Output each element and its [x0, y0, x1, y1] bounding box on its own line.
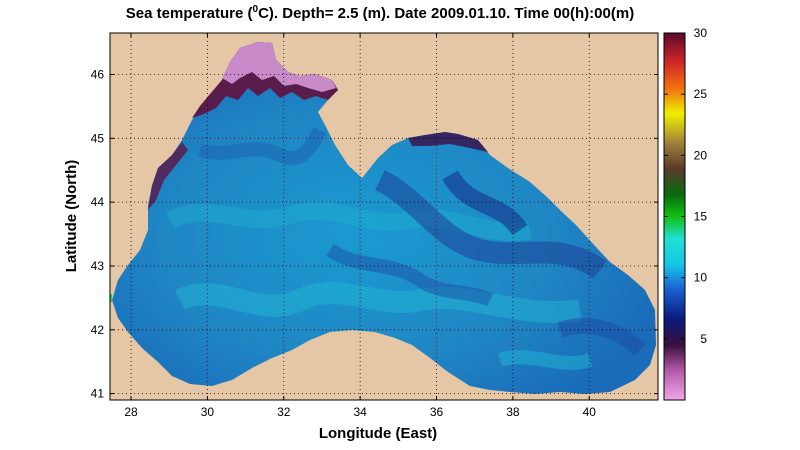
plot-frame [109, 32, 659, 401]
colorbar-tick-label: 30 [694, 26, 708, 40]
x-tick-label: 32 [277, 405, 291, 419]
colorbar-ticks: 5 10 15 20 25 30 [664, 26, 707, 346]
cold-coastal-strip [148, 142, 188, 210]
eddy-dark-band [442, 170, 528, 236]
x-tick-label: 34 [353, 405, 367, 419]
title-superscript: 0 [252, 4, 259, 15]
cold-coastal-strip [408, 132, 488, 152]
cold-shelf-water-light [222, 42, 336, 92]
x-tick-label: 40 [583, 405, 597, 419]
eddy-light-band [165, 201, 533, 242]
x-tick-label: 28 [124, 405, 138, 419]
warm-coastal-pixel [110, 294, 112, 302]
title-prefix: Sea temperature ( [125, 5, 253, 22]
colorbar-tick-label: 10 [694, 271, 708, 285]
y-tick-label: 46 [91, 67, 105, 81]
y-tick-label: 45 [91, 131, 105, 145]
y-tick-label: 42 [91, 323, 105, 337]
gridlines [110, 33, 658, 400]
y-tick-label: 41 [91, 387, 105, 401]
colorbar-tick-label: 5 [700, 332, 707, 346]
x-tick-label: 36 [430, 405, 444, 419]
colorbar-tick-label: 15 [694, 210, 708, 224]
eddy-dark-band [557, 318, 646, 356]
colorbar-tick-label: 20 [694, 148, 708, 162]
title-suffix: C). Depth= 2.5 (m). Date 2009.01.10. Tim… [258, 5, 635, 22]
x-axis-ticks: 28 30 32 34 36 38 40 [124, 33, 596, 419]
y-axis-label: Latitude (North) [63, 160, 80, 272]
eddy-dark-band [374, 170, 607, 280]
y-axis-ticks: 41 42 43 44 45 46 [91, 67, 658, 401]
x-tick-label: 30 [201, 405, 215, 419]
y-tick-label: 44 [91, 195, 105, 209]
cold-shelf-water [192, 42, 338, 118]
figure-title: Sea temperature (0C). Depth= 2.5 (m). Da… [0, 4, 760, 22]
x-axis-label: Longitude (East) [319, 425, 437, 442]
eddy-light-band [497, 350, 593, 370]
y-tick-label: 43 [91, 259, 105, 273]
x-tick-label: 38 [506, 405, 520, 419]
eddy-light-band [175, 281, 582, 324]
eddy-dark-band [197, 126, 327, 166]
sea-area [112, 42, 656, 394]
eddy-dark-band [326, 244, 494, 307]
colorbar-tick-label: 25 [694, 87, 708, 101]
